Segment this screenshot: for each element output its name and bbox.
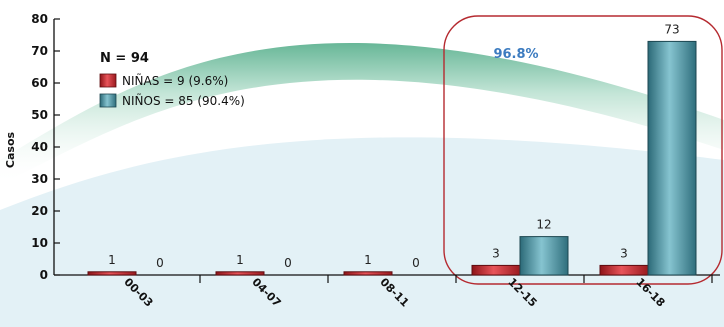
bar-ninas — [87, 271, 137, 276]
legend-label: NIÑOS = 85 (90.4%) — [122, 93, 245, 108]
data-label: 0 — [284, 256, 292, 270]
background-wave-band — [0, 43, 724, 185]
data-label: 3 — [620, 246, 628, 260]
highlight-percentage: 96.8% — [493, 47, 538, 62]
y-axis-title: Casos — [4, 131, 17, 168]
y-tick-label: 60 — [31, 76, 48, 90]
data-label: 0 — [412, 256, 420, 270]
bar-ninos — [647, 40, 697, 276]
bar-ninas — [343, 271, 393, 276]
bar-ninas — [599, 264, 649, 276]
legend-label: NIÑAS = 9 (9.6%) — [122, 73, 228, 88]
y-tick-label: 40 — [31, 140, 48, 154]
bar-ninas — [215, 271, 265, 276]
y-tick-label: 30 — [31, 172, 48, 186]
y-tick-label: 10 — [31, 236, 48, 250]
y-tick-label: 20 — [31, 204, 48, 218]
data-label: 1 — [236, 253, 244, 267]
legend-swatch — [99, 73, 117, 88]
background-light-area — [0, 137, 724, 327]
y-tick-label: 0 — [40, 268, 48, 282]
data-label: 12 — [536, 218, 551, 232]
data-label: 3 — [492, 246, 500, 260]
y-tick-label: 80 — [31, 12, 48, 26]
data-label: 1 — [364, 253, 372, 267]
data-label: 73 — [664, 22, 679, 36]
y-tick-label: 70 — [31, 44, 48, 58]
data-label: 0 — [156, 256, 164, 270]
background — [0, 43, 724, 327]
legend-title: N = 94 — [100, 51, 149, 66]
bar-ninas — [471, 264, 521, 276]
y-tick-label: 50 — [31, 108, 48, 122]
data-label: 1 — [108, 253, 116, 267]
highlight-box — [443, 15, 723, 285]
bar-ninos — [519, 236, 569, 276]
legend-swatch — [99, 93, 117, 108]
